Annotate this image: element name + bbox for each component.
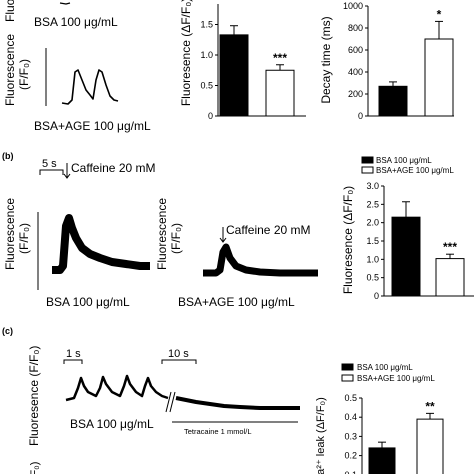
y-tick-label: 800 [348, 23, 363, 33]
panel-a: Fluo BSA 100 μg/mL Fluorescence (F/F₀) B… [3, 0, 454, 133]
bar-bsa-age [416, 418, 444, 474]
y-tick-label: 1.5 [200, 20, 213, 30]
panel-b-caffeine-arrow-right [219, 227, 227, 243]
panel-c-legend-swatch-age [341, 374, 354, 382]
panel-c-trace-break [165, 391, 176, 413]
y-axis-label: Fluoresence (ΔF/F₀) [179, 0, 193, 106]
y-axis-label: Decay time (ms) [319, 16, 333, 103]
panel-b-right-trace-ylabel: Fluorescence [155, 198, 169, 270]
panel-c-legend-label-bsa: BSA 100 μg/mL [357, 363, 413, 372]
y-tick-label: 1.5 [366, 236, 379, 246]
bar-chart-decay-time: 0 200 400 600 800 1000 * Decay time (ms) [319, 1, 454, 121]
panel-a-bottom-trace [61, 69, 119, 105]
panel-b-legend-label-age: BSA+AGE 100 μg/mL [376, 166, 454, 175]
panel-a-top-trace [59, 2, 71, 5]
bar-bsa-age [265, 69, 295, 117]
panel-a-top-trace-caption: BSA 100 μg/mL [34, 15, 118, 29]
panel-c-label: (c) [2, 326, 13, 336]
bar-bsa-age [424, 38, 454, 117]
panel-c-trace-continued [175, 396, 300, 410]
panel-c-legend-label-age: BSA+AGE 100 μg/mL [357, 374, 435, 383]
panel-b: (b) 5 s Caffeine 20 mM Fluorescence (F/F… [2, 151, 474, 309]
panel-a-bottom-trace-caption: BSA+AGE 100 μg/mL [34, 119, 151, 133]
panel-b-scale-label: 5 s [42, 158, 57, 170]
significance-marker: ** [425, 399, 435, 413]
bar-bsa [391, 216, 421, 297]
panel-a-bottom-trace-ylabel: Fluorescence [3, 34, 17, 106]
y-tick-label: 1.0 [366, 254, 379, 264]
y-tick-label: 0.5 [344, 393, 357, 403]
panel-b-left-trace [52, 214, 150, 274]
y-tick-label: 0 [208, 111, 213, 121]
bar-bsa [219, 34, 249, 117]
panel-c-legend: BSA 100 μg/mL BSA+AGE 100 μg/mL [341, 363, 435, 383]
panel-c-trace [65, 374, 169, 402]
panel-b-legend-label-bsa: BSA 100 μg/mL [376, 156, 432, 165]
y-tick-label: 2.5 [366, 199, 379, 209]
panel-c-scale-bar-1s [63, 359, 83, 364]
y-tick-label: 1000 [343, 1, 363, 11]
panel-c: (c) 1 s 10 s Fluoresence (F/F₀) Tetracai… [2, 326, 444, 474]
panel-c-trace-caption: BSA 100 μg/mL [70, 417, 154, 431]
y-tick-label: 0.4 [344, 412, 357, 422]
panel-b-caffeine-arrow-left [63, 163, 71, 179]
y-tick-label: 400 [348, 67, 363, 77]
panel-b-left-trace-caption: BSA 100 μg/mL [46, 295, 130, 309]
y-tick-label: 3.0 [366, 181, 379, 191]
panel-b-right-trace [203, 243, 318, 277]
panel-b-right-trace-caption: BSA+AGE 100 μg/mL [178, 295, 295, 309]
y-tick-label: 200 [348, 89, 363, 99]
panel-b-legend-swatch-bsa [361, 156, 374, 164]
panel-b-caffeine-label-left: Caffeine 20 mM [71, 161, 156, 175]
panel-b-legend-swatch-age [361, 166, 374, 174]
bar-bsa [368, 447, 396, 474]
panel-b-left-trace-ylabel-unit: (F/F₀) [17, 223, 31, 254]
y-tick-label: 0.2 [344, 451, 357, 461]
panel-b-scale-bar [39, 169, 64, 175]
panel-b-caffeine-label-right: Caffeine 20 mM [226, 223, 311, 237]
panel-c-trace-ylabel: Fluoresence (F/F₀) [27, 346, 41, 446]
y-tick-label: 0.5 [200, 81, 213, 91]
y-axis-label: Ca²⁺ leak (ΔF/F₀) [315, 397, 327, 474]
y-tick-label: 2.0 [366, 218, 379, 228]
bar-chart-fluorescence-a: 0 0.5 1.0 1.5 *** Fluoresence (ΔF/F₀) [179, 0, 306, 121]
bar-bsa-age [435, 258, 465, 297]
y-tick-label: 1.0 [200, 50, 213, 60]
y-axis-label: Fluoresence (ΔF/F₀) [341, 186, 355, 294]
panel-a-bottom-trace-ylabel-unit: (F/F₀) [17, 59, 31, 90]
panel-b-legend: BSA 100 μg/mL BSA+AGE 100 μg/mL [361, 156, 454, 175]
y-tick-label: 600 [348, 45, 363, 55]
bar-bsa [378, 85, 408, 117]
significance-marker: * [437, 7, 442, 21]
y-tick-label: 0.1 [344, 470, 357, 474]
bar-chart-ca-leak: 0.1 0.2 0.3 0.4 0.5 ** Ca²⁺ leak (ΔF/F₀) [315, 393, 444, 474]
panel-a-top-trace-ylabel: Fluo [3, 0, 17, 22]
panel-c-legend-swatch-bsa [341, 363, 354, 371]
y-tick-label: 0.5 [366, 273, 379, 283]
y-tick-label: 0.3 [344, 431, 357, 441]
significance-marker: *** [443, 240, 457, 254]
panel-b-left-trace-ylabel: Fluorescence [3, 198, 17, 270]
panel-c-lower-trace-ylabel: (F/F₀) [29, 462, 41, 474]
panel-b-label: (b) [2, 151, 14, 161]
panel-c-scale-label-1s: 1 s [66, 348, 81, 360]
y-tick-label: 0 [374, 291, 379, 301]
y-tick-label: 0 [358, 111, 363, 121]
panel-b-right-trace-ylabel-unit: (F/F₀) [169, 223, 183, 254]
panel-c-scale-label-10s: 10 s [168, 348, 189, 360]
panel-c-scale-bar-10s [161, 359, 197, 364]
bar-chart-fluorescence-b: 0 0.5 1.0 1.5 2.0 2.5 3.0 *** Fluoresence (ΔF/F₀… [341, 181, 474, 301]
significance-marker: *** [273, 51, 287, 65]
panel-c-drug-label: Tetracaine 1 mmol/L [184, 427, 252, 436]
